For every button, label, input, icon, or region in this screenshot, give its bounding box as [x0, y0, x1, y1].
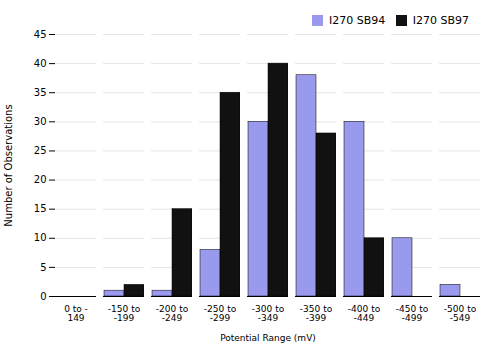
svg-text:10: 10 [34, 232, 47, 243]
svg-text:Potential Range (mV): Potential Range (mV) [220, 333, 316, 343]
svg-text:-500 to-549: -500 to-549 [444, 304, 477, 323]
html-text:I270 SB97: I270 SB97 [412, 14, 469, 27]
svg-text:20: 20 [34, 174, 47, 185]
svg-text:25: 25 [34, 145, 47, 156]
svg-text:0 to -149: 0 to -149 [64, 304, 88, 323]
svg-text:30: 30 [34, 116, 47, 127]
html-text:I270 SB94: I270 SB94 [329, 14, 386, 27]
svg-text:40: 40 [34, 58, 47, 69]
svg-text:0: 0 [40, 291, 46, 302]
svg-text:15: 15 [34, 203, 47, 214]
svg-text:-400 to-449: -400 to-449 [348, 304, 381, 323]
svg-text:Number of Observations: Number of Observations [3, 104, 14, 226]
svg-text:-200 to-249: -200 to-249 [156, 304, 189, 323]
svg-text:-150 to-199: -150 to-199 [108, 304, 141, 323]
svg-text:35: 35 [34, 87, 47, 98]
svg-text:45: 45 [34, 29, 47, 40]
svg-text:-300 to-349: -300 to-349 [252, 304, 285, 323]
svg-text:-250 to-299: -250 to-299 [204, 304, 237, 323]
svg-text:-350 to-399: -350 to-399 [300, 304, 333, 323]
svg-text:5: 5 [40, 262, 46, 273]
svg-text:-450 to-499: -450 to-499 [396, 304, 429, 323]
